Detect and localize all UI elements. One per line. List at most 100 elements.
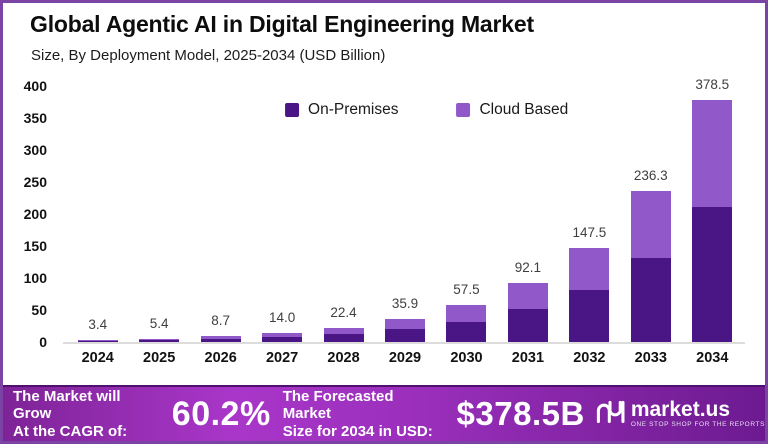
cloud-based-segment: [446, 305, 487, 322]
bar-group-2030: 57.5: [436, 86, 497, 342]
bar-value-label: 14.0: [268, 310, 296, 326]
cagr-caption-line2: At the CAGR of:: [13, 422, 128, 440]
cloud-based-segment: [384, 319, 425, 330]
y-axis-label: 350: [23, 110, 47, 126]
bar-group-2026: 8.7: [190, 86, 251, 342]
bar-group-2025: 5.4: [128, 86, 189, 342]
x-axis-label: 2029: [388, 350, 422, 366]
y-axis-label: 400: [23, 78, 47, 94]
on-premises-segment: [692, 207, 733, 342]
legend-swatch-on-premises: [285, 103, 300, 117]
bar-group-2033: 236.3: [620, 86, 681, 342]
cloud-based-segment: [139, 338, 180, 341]
x-axis-label: 2024: [81, 350, 114, 366]
forecast-value: $378.5B: [456, 395, 585, 432]
forecast-caption: The Forecasted Market Size for 2034 in U…: [283, 388, 443, 440]
x-axis-label: 2033: [634, 350, 667, 366]
cloud-based-segment: [569, 247, 610, 290]
page-title: Global Agentic AI in Digital Engineering…: [30, 11, 534, 37]
x-axis-label: 2027: [265, 350, 299, 366]
brand-block: market.us ONE STOP SHOP FOR THE REPORTS: [595, 399, 765, 430]
bar-group-2027: 14.0: [251, 86, 312, 342]
on-premises-segment: [384, 329, 425, 342]
bar-value-label: 35.9: [391, 296, 419, 312]
bar-group-2031: 92.1: [497, 86, 558, 342]
bar-stack: [139, 338, 180, 342]
bar-value-label: 92.1: [514, 260, 542, 276]
bar-stack: [630, 190, 671, 342]
y-axis-label: 250: [23, 174, 47, 190]
bar-value-label: 8.7: [211, 313, 231, 329]
cagr-caption: The Market will Grow At the CAGR of:: [13, 388, 160, 440]
cloud-based-segment: [507, 283, 548, 310]
bar-stack: [692, 99, 733, 342]
legend-item-on-premises: On-Premises: [285, 101, 398, 119]
on-premises-segment: [569, 289, 610, 342]
x-axis-label: 2032: [573, 350, 606, 366]
y-axis-label: 200: [23, 206, 47, 222]
on-premises-segment: [262, 337, 303, 342]
cagr-value: 60.2%: [171, 394, 271, 433]
bar-value-label: 22.4: [330, 304, 357, 320]
on-premises-segment: [507, 309, 548, 342]
cloud-based-segment: [200, 336, 241, 339]
cloud-based-segment: [692, 99, 733, 208]
bar-stack: [262, 333, 303, 342]
x-axis-label: 2025: [143, 350, 176, 366]
bar-value-label: 3.4: [88, 316, 108, 332]
cloud-based-segment: [630, 190, 671, 258]
forecast-caption-line2: Size for 2034 in USD:: [282, 422, 433, 440]
bar-value-label: 5.4: [149, 315, 169, 331]
y-axis-label: 0: [39, 334, 47, 350]
x-axis-label: 2028: [327, 350, 360, 366]
legend-label-cloud-based: Cloud Based: [479, 101, 569, 118]
legend-item-cloud-based: Cloud Based: [456, 101, 568, 119]
bars: 3.4 5.4 8.7 14.0 22.4 35.9 57.5 92.1 147.5 236.3 3…: [67, 77, 743, 342]
page-subtitle: Size, By Deployment Model, 2025-2034 (US…: [31, 47, 386, 64]
bar-value-label: 57.5: [453, 282, 480, 298]
x-axis-label: 2031: [511, 350, 545, 366]
cloud-based-segment: [262, 333, 303, 338]
on-premises-segment: [323, 334, 364, 342]
legend: On-Premises Cloud Based: [285, 101, 568, 119]
bar-group-2024: 3.4: [67, 86, 128, 342]
bar-stack: [384, 319, 425, 342]
bar-group-2032: 147.5: [559, 86, 620, 342]
bar-value-label: 378.5: [695, 76, 730, 92]
bar-stack: [569, 247, 610, 342]
marketus-logo-icon: [595, 399, 625, 430]
y-axis-label: 300: [23, 142, 47, 158]
bar-value-label: 236.3: [633, 167, 668, 183]
cloud-based-segment: [77, 339, 118, 341]
footer-banner: The Market will Grow At the CAGR of: 60.…: [3, 385, 765, 441]
bar-stack: [446, 305, 487, 342]
bar-stack: [323, 327, 364, 342]
forecast-caption-line1: The Forecasted Market: [282, 388, 394, 423]
bar-group-2034: 378.5: [682, 77, 743, 342]
x-axis-label: 2026: [204, 350, 237, 366]
y-axis-label: 100: [23, 270, 47, 286]
bar-stack: [77, 339, 118, 342]
y-axis-label: 150: [23, 238, 47, 254]
on-premises-segment: [200, 338, 241, 342]
bar-value-label: 147.5: [572, 224, 607, 240]
on-premises-segment: [446, 321, 487, 342]
bar-stack: [507, 283, 548, 342]
x-axis-label: 2034: [696, 350, 729, 366]
cloud-based-segment: [323, 327, 364, 334]
cagr-caption-line1: The Market will Grow: [13, 388, 121, 423]
brand-name: market.us: [630, 398, 731, 422]
legend-label-on-premises: On-Premises: [308, 101, 399, 118]
bar-stack: [200, 336, 241, 342]
on-premises-segment: [139, 340, 180, 342]
on-premises-segment: [630, 257, 671, 342]
on-premises-segment: [77, 340, 118, 342]
y-axis: 0 50 100 150 200 250 300 350 400: [3, 78, 53, 350]
legend-swatch-cloud-based: [456, 103, 471, 117]
x-axis-label: 2030: [450, 350, 483, 366]
y-axis-label: 50: [31, 302, 47, 318]
brand-tagline: ONE STOP SHOP FOR THE REPORTS: [630, 421, 765, 429]
x-axis: 2024 2025 2026 2027 2028 2029 2030 2031 2032 2033…: [67, 350, 743, 366]
plot-area: 3.4 5.4 8.7 14.0 22.4 35.9 57.5 92.1 147.5 236.3 3…: [63, 77, 745, 344]
